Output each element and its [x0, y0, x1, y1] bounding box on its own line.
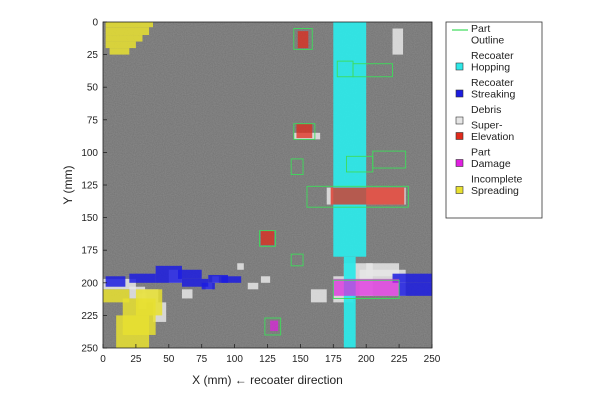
- recoater-streaking-region-2: [155, 265, 182, 283]
- y-tick-label: 100: [81, 148, 98, 159]
- recoater-streaking-region-8: [392, 273, 432, 283]
- y-tick-label: 50: [87, 83, 99, 94]
- super-elevation-region-1: [296, 123, 313, 139]
- legend-label-debris: Debris: [471, 104, 501, 116]
- recoater-streaking-region-3: [178, 269, 202, 279]
- part-outline-region-3: [290, 253, 304, 267]
- legend-label-part-damage: Damage: [471, 158, 511, 170]
- legend-label-recoater-streaking: Recoater: [471, 77, 514, 89]
- legend-label-part-outline: Part: [471, 23, 490, 35]
- x-tick-label: 50: [163, 354, 175, 365]
- super-elevation-region-2: [260, 230, 275, 245]
- debris-region-11: [260, 276, 271, 283]
- y-tick-label: 225: [81, 311, 98, 322]
- legend-label-incomplete-spreading: Spreading: [471, 185, 519, 197]
- part-outline-region-2: [259, 230, 276, 247]
- y-tick-label: 150: [81, 213, 98, 224]
- y-tick-label: 250: [81, 344, 98, 355]
- debris-region-15: [366, 263, 400, 277]
- legend-label-incomplete-spreading: Incomplete: [471, 174, 523, 186]
- part-outline-region-7: [352, 63, 393, 78]
- debris-region-18: [392, 28, 404, 55]
- recoater-streaking-region-6: [208, 274, 229, 283]
- y-tick-label: 175: [81, 246, 98, 257]
- x-axis: 0 25 50 75 100 125 150 175 200 225 250: [100, 344, 441, 365]
- incomplete-spreading-region-2: [105, 35, 143, 42]
- super-elevation-region-0: [297, 31, 309, 49]
- legend-label-part-outline: Outline: [471, 35, 504, 47]
- recoater-streaking-region-1: [129, 273, 156, 283]
- legend-swatch-recoater-hopping: [455, 62, 464, 71]
- x-tick-label: 0: [100, 354, 106, 365]
- recoater-hopping-region-0: [333, 22, 367, 257]
- part-outline-region-10: [306, 185, 409, 208]
- legend-label-recoater-streaking: Streaking: [471, 89, 516, 101]
- x-tick-label: 125: [259, 354, 276, 365]
- recoater-streaking-region-0: [105, 276, 126, 287]
- incomplete-spreading-region-4: [109, 48, 130, 55]
- debris-region-6: [181, 289, 193, 299]
- y-tick-label: 0: [92, 18, 98, 29]
- incomplete-spreading-region-8: [103, 289, 130, 303]
- legend-swatch-incomplete-spreading: [455, 186, 464, 194]
- legend-label-super-elevation: Super-: [471, 120, 503, 132]
- recoater-streaking-region-7: [221, 276, 242, 283]
- defect-regions: [103, 22, 432, 348]
- y-axis-label: Y (mm): [61, 165, 75, 204]
- legend-swatch-super-elevation: [455, 132, 464, 140]
- debris-region-19: [310, 289, 327, 303]
- legend-swatch-recoater-streaking: [455, 89, 464, 98]
- part-outline-region-9: [346, 155, 374, 173]
- legend-swatch-debris: [455, 116, 464, 125]
- part-outline-region-11: [332, 279, 400, 299]
- recoater-hopping-region-1: [343, 256, 356, 348]
- x-tick-label: 150: [292, 354, 309, 365]
- legend: PartOutlineRecoaterHoppingRecoaterStreak…: [445, 21, 543, 219]
- part-outline-region-4: [264, 317, 282, 336]
- incomplete-spreading-region-1: [105, 27, 150, 36]
- x-tick-label: 75: [196, 354, 208, 365]
- legend-label-recoater-hopping: Recoater: [471, 50, 514, 62]
- legend-label-part-damage: Part: [471, 147, 490, 159]
- recoater-streaking-region-5: [201, 282, 215, 290]
- incomplete-spreading-region-0: [105, 22, 154, 28]
- x-tick-label: 250: [424, 354, 441, 365]
- y-axis: 0 25 50 75 100 125 150 175 200 225 250: [81, 18, 107, 355]
- y-tick-label: 200: [81, 278, 98, 289]
- super-elevation-region-3: [330, 187, 405, 205]
- x-axis-label: X (mm) ← recoater direction: [192, 373, 343, 387]
- part-outline-region-1: [293, 123, 316, 140]
- recoater-streaking-region-4: [181, 278, 209, 287]
- debris-region-10: [247, 282, 259, 290]
- incomplete-spreading-region-7: [135, 289, 163, 316]
- x-tick-label: 225: [391, 354, 408, 365]
- part-damage-region-1: [270, 320, 279, 332]
- debris-region-9: [237, 263, 244, 270]
- x-tick-label: 25: [130, 354, 142, 365]
- y-tick-label: 75: [87, 115, 99, 126]
- y-tick-label: 125: [81, 181, 98, 192]
- y-tick-label: 25: [87, 50, 99, 61]
- recoater-streaking-region-9: [399, 282, 432, 296]
- part-outline-region-0: [293, 28, 313, 50]
- incomplete-spreading-region-3: [105, 41, 136, 49]
- part-outline-region-5: [290, 158, 304, 176]
- legend-label-recoater-hopping: Hopping: [471, 62, 510, 74]
- x-tick-label: 200: [358, 354, 375, 365]
- x-tick-label: 175: [325, 354, 342, 365]
- x-tick-label: 100: [226, 354, 243, 365]
- part-damage-region-0: [333, 278, 400, 296]
- legend-label-super-elevation: Elevation: [471, 131, 514, 143]
- legend-swatch-part-damage: [455, 159, 464, 167]
